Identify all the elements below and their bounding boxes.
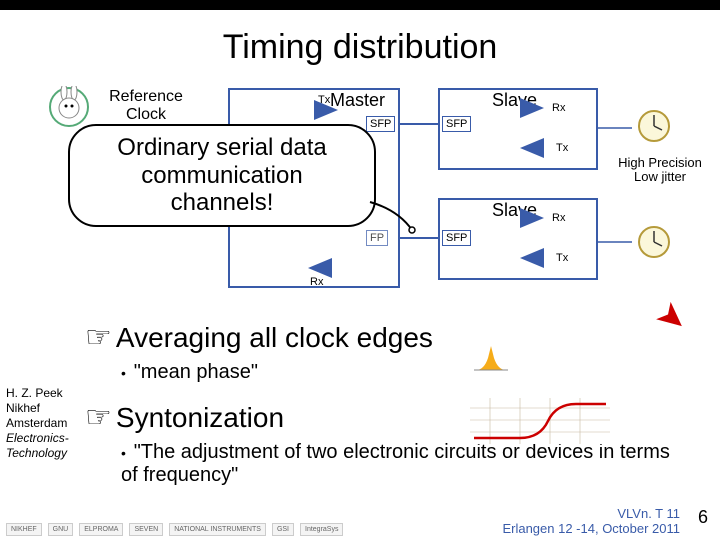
logo-item: NIKHEF [6, 523, 42, 536]
author-block: H. Z. Peek Nikhef Amsterdam Electronics-… [6, 386, 82, 461]
slide-number: 6 [698, 507, 708, 528]
logo-item: SEVEN [129, 523, 163, 536]
averaging-line: ☞Averaging all clock edges • "mean phase… [85, 320, 433, 384]
logo-strip: NIKHEF GNU ELPROMA SEVEN NATIONAL INSTRU… [6, 523, 343, 536]
author-name: H. Z. Peek [6, 386, 82, 401]
clock-icon [636, 108, 672, 144]
author-dept2: Technology [6, 446, 82, 461]
hp-lj-label: High Precision Low jitter [610, 156, 710, 185]
author-city: Amsterdam [6, 416, 82, 431]
author-org: Nikhef [6, 401, 82, 416]
logo-item: GSI [272, 523, 294, 536]
sigmoid-plot-icon [470, 398, 610, 444]
hand-bullet-icon: ☞ [85, 400, 112, 435]
mean-phase-text: "mean phase" [134, 361, 258, 383]
syntonization-text: Syntonization [116, 402, 284, 433]
hand-bullet-icon: ☞ [85, 320, 112, 355]
logo-item: NATIONAL INSTRUMENTS [169, 523, 266, 536]
callout-text: Ordinary serial data communication chann… [84, 134, 360, 217]
logo-item: ELPROMA [79, 523, 123, 536]
clock-icon [636, 224, 672, 260]
author-dept1: Electronics- [6, 431, 82, 446]
logo-item: IntegraSys [300, 523, 343, 536]
footer-event: VLVn. T 11 [502, 506, 680, 521]
timing-diagram: Reference Clock Master Tx SFP Rx FP Slav… [0, 80, 720, 320]
callout-bubble: Ordinary serial data communication chann… [68, 124, 376, 227]
syntonization-def: "The adjustment of two electronic circui… [121, 441, 670, 486]
slide-title: Timing distribution [0, 28, 720, 67]
averaging-text: Averaging all clock edges [116, 322, 433, 353]
footer-date: Erlangen 12 -14, October 2011 [502, 521, 680, 536]
logo-item: GNU [48, 523, 74, 536]
distribution-peak-icon [474, 344, 508, 372]
footer: VLVn. T 11 Erlangen 12 -14, October 2011 [502, 506, 680, 536]
